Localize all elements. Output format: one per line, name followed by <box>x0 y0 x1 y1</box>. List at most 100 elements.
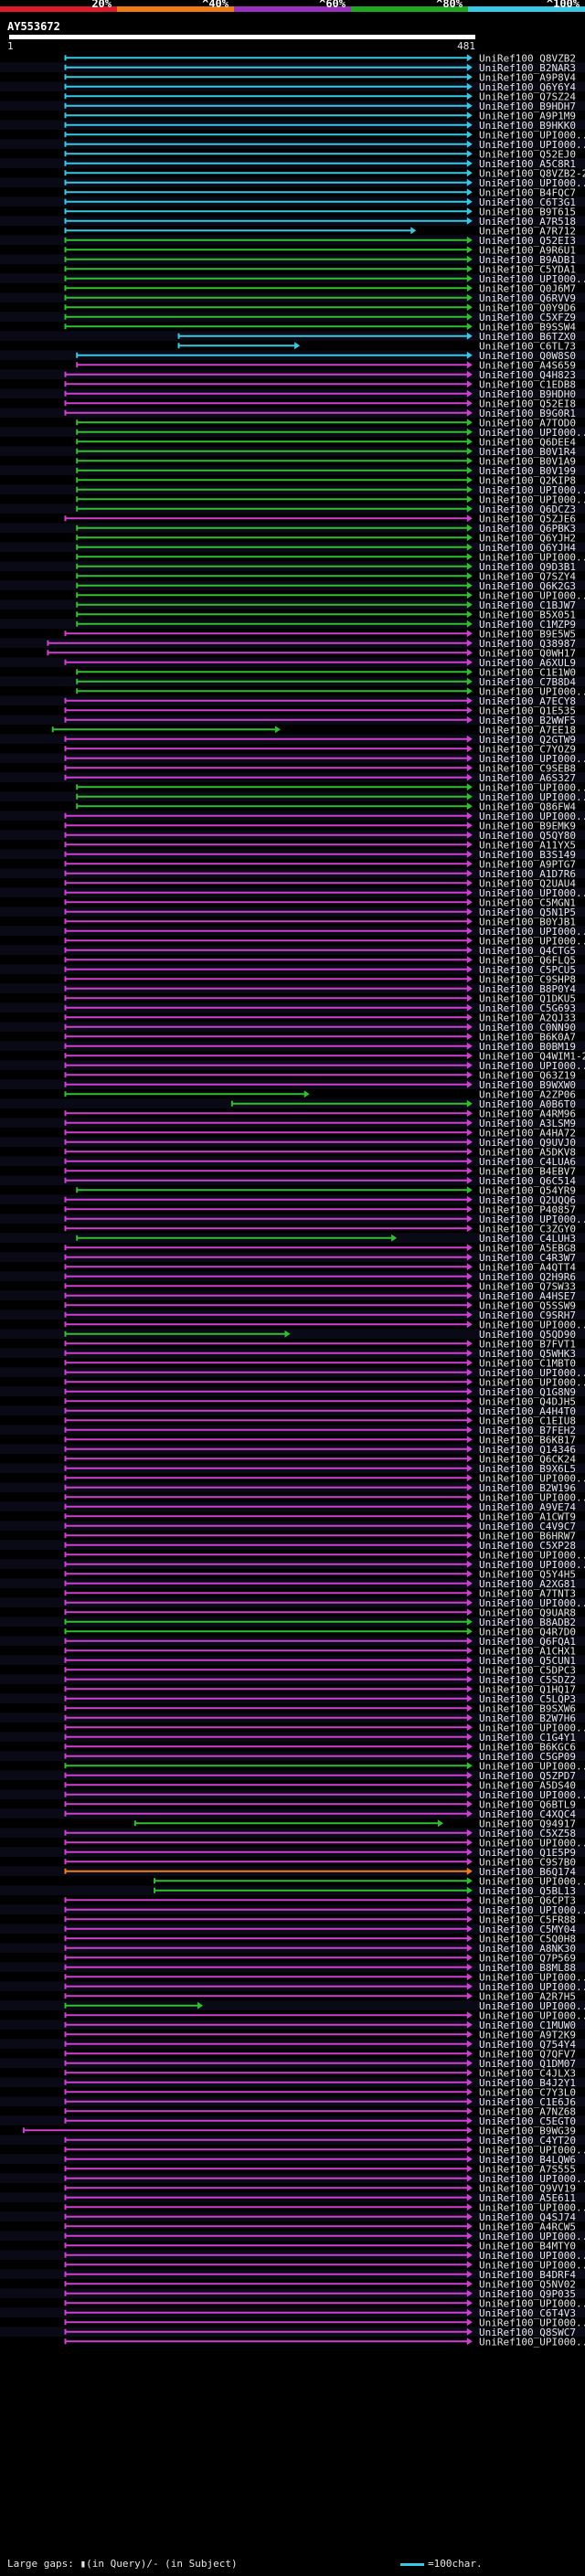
hit-arrowhead <box>466 553 473 561</box>
hit-label: UniRef100_B9HDH0 <box>479 388 576 400</box>
hit-arrowhead <box>466 2184 473 2192</box>
hit-arrowhead <box>466 1186 473 1194</box>
hit-label: UniRef100_C5XP28 <box>479 1540 576 1552</box>
hit-label: UniRef100_Q7SZ24 <box>479 90 576 102</box>
hit-arrowhead <box>466 2020 473 2029</box>
hit-label: UniRef100_A0B6T0 <box>479 1098 576 1110</box>
hit-arrowhead <box>466 514 473 523</box>
hit-arrowhead <box>466 1637 473 1645</box>
hit-label: UniRef100_P40857 <box>479 1203 576 1215</box>
hit-arrowhead <box>466 735 473 743</box>
hit-arrowhead <box>466 946 473 954</box>
hit-label: UniRef100_C3ZGY0 <box>479 1223 576 1235</box>
hit-arrowhead <box>466 1829 473 1837</box>
hit-arrowhead <box>466 1426 473 1434</box>
hit-arrowhead <box>466 639 473 647</box>
hit-arrowhead <box>466 1877 473 1885</box>
hit-arrowhead <box>466 1627 473 1636</box>
hit-arrowhead <box>466 2242 473 2250</box>
hit-label: UniRef100_Q86FW4 <box>479 800 576 812</box>
hit-arrowhead <box>466 1340 473 1348</box>
hit-label: UniRef100_A2XG81 <box>479 1578 576 1590</box>
hit-arrowhead <box>466 2040 473 2048</box>
hit-label: UniRef100_A9T2K9 <box>479 2029 576 2041</box>
hit-label: UniRef100_B9HKK0 <box>479 120 576 132</box>
hit-arrowhead <box>466 792 473 800</box>
hit-arrowhead <box>466 1483 473 1491</box>
hit-arrowhead <box>466 668 473 676</box>
hit-arrowhead <box>466 831 473 839</box>
hit-label: UniRef100_A5C8R1 <box>479 158 576 170</box>
hit-label: UniRef100_C9S7B0 <box>479 1856 576 1868</box>
hit-arrowhead <box>466 361 473 369</box>
hit-label: UniRef100_C5SDZ2 <box>479 1674 576 1686</box>
hit-label: UniRef100_Q52EI8 <box>479 398 576 409</box>
hit-label: UniRef100_A7R518 <box>479 216 576 228</box>
hit-label: UniRef100_Q4R7D0 <box>479 1626 576 1638</box>
hit-arrowhead <box>466 1253 473 1261</box>
hit-label: UniRef100_B8ML88 <box>479 1962 576 1974</box>
hit-label: UniRef100_Q8SWC7 <box>479 2327 576 2338</box>
hit-label: UniRef100_UPI000... <box>479 1491 585 1503</box>
hit-arrowhead <box>197 2001 204 2009</box>
hit-arrowhead <box>466 1397 473 1405</box>
hit-arrowhead <box>466 581 473 589</box>
hit-arrowhead <box>466 370 473 378</box>
hit-arrowhead <box>466 1675 473 1683</box>
hit-label: UniRef100_Q5CUN1 <box>479 1655 576 1667</box>
hit-arrowhead <box>466 1244 473 1252</box>
hit-arrowhead <box>466 2337 473 2346</box>
hit-arrowhead <box>466 965 473 973</box>
hit-label: UniRef100_Q9UVJ0 <box>479 1137 576 1149</box>
hit-arrowhead <box>466 207 473 216</box>
hit-arrowhead <box>466 956 473 964</box>
hit-label: UniRef100_A7NZ68 <box>479 2105 576 2117</box>
hit-arrowhead <box>466 658 473 666</box>
hit-label: UniRef100_Q6Y6Y4 <box>479 81 576 93</box>
scale-swatch <box>400 2562 424 2566</box>
hit-label: UniRef100_Q5ZJE6 <box>479 513 576 525</box>
hit-label: UniRef100_Q6DEE4 <box>479 436 576 448</box>
hit-label: UniRef100_B3S149 <box>479 849 576 861</box>
hit-arrowhead <box>466 1848 473 1856</box>
hit-label: UniRef100_Q2GTW9 <box>479 734 576 746</box>
hit-label: UniRef100_Q5N1P5 <box>479 906 576 918</box>
hit-arrowhead <box>466 677 473 685</box>
hit-label: UniRef100_C1E6J6 <box>479 2096 576 2108</box>
hit-arrowhead <box>466 150 473 158</box>
hit-arrowhead <box>466 1224 473 1233</box>
hit-arrowhead <box>466 380 473 388</box>
hit-arrowhead <box>466 2011 473 2019</box>
large-gaps-label: Large gaps: ▮(in Query)/- (in Subject) <box>7 2558 238 2570</box>
hit-label: UniRef100_Q4CTG5 <box>479 945 576 957</box>
hit-label: UniRef100_C1MBT0 <box>479 1357 576 1369</box>
hit-arrowhead <box>466 1157 473 1165</box>
hit-arrowhead <box>466 879 473 887</box>
hit-label: UniRef100_UPI000... <box>479 2201 585 2213</box>
hit-arrowhead <box>466 764 473 772</box>
hit-arrowhead <box>466 1138 473 1146</box>
hit-arrowhead <box>466 1924 473 1933</box>
hit-label: UniRef100_A4HSE7 <box>479 1290 576 1302</box>
hit-label: UniRef100_Q52EJ0 <box>479 148 576 160</box>
hit-arrowhead <box>466 178 473 186</box>
hit-label: UniRef100_Q6C514 <box>479 1175 576 1187</box>
row-stripe <box>0 1329 585 1339</box>
hit-arrowhead <box>466 2030 473 2039</box>
identity-legend-bar: 20% ^40% ^60% ^80% ^100% <box>0 0 585 12</box>
hit-arrowhead <box>466 524 473 532</box>
hit-arrowhead <box>466 1272 473 1280</box>
hit-label: UniRef100_C5PCU5 <box>479 964 576 976</box>
hit-label: UniRef100_Q6FQA1 <box>479 1636 576 1648</box>
hit-label: UniRef100_A9PTG7 <box>479 858 576 870</box>
hit-label: UniRef100_A9P1M9 <box>479 110 576 122</box>
hit-arrowhead <box>466 1589 473 1597</box>
hit-label: UniRef100_Q7SZY4 <box>479 570 576 582</box>
hit-arrowhead <box>466 811 473 820</box>
legend-tick-label: 20% <box>91 0 112 10</box>
hit-arrowhead <box>466 1839 473 1847</box>
hit-arrowhead <box>466 188 473 196</box>
hit-label: UniRef100_UPI000... <box>479 1981 585 1993</box>
hit-label: UniRef100_UPI000... <box>479 935 585 947</box>
hit-arrowhead <box>466 1762 473 1770</box>
